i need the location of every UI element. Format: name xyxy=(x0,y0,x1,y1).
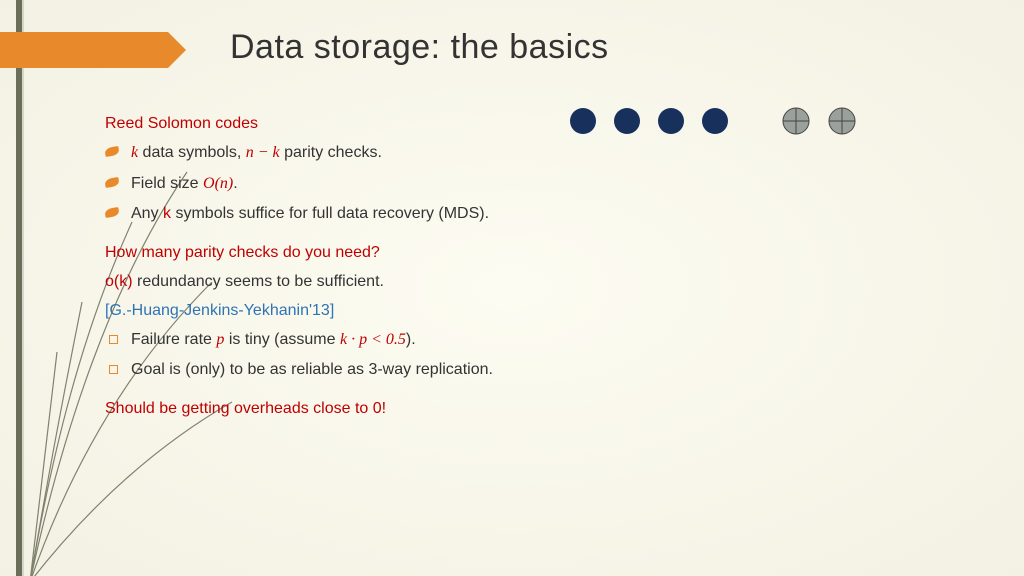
final-line: Should be getting overheads close to 0! xyxy=(105,397,665,422)
text: Any xyxy=(131,205,163,222)
section2-line: o(k) redundancy seems to be sufficient. xyxy=(105,270,665,295)
text: parity checks. xyxy=(280,144,382,161)
data-symbol-icon xyxy=(570,108,596,134)
symbol-dots-diagram xyxy=(570,107,856,135)
text: is tiny (assume xyxy=(224,331,340,348)
text: . xyxy=(233,175,237,192)
inline-ok: o(k) xyxy=(105,273,133,290)
page-title: Data storage: the basics xyxy=(230,28,609,67)
section1-list: k data symbols, n − k parity checks. Fie… xyxy=(105,141,665,227)
section2-list: Failure rate p is tiny (assume k · p < 0… xyxy=(105,328,665,384)
bullet-item: Goal is (only) to be as reliable as 3-wa… xyxy=(105,358,665,383)
math-nmk: n − k xyxy=(246,144,280,161)
bullet-item: Field size O(n). xyxy=(105,172,665,197)
data-symbol-icon xyxy=(614,108,640,134)
math-On: O(n) xyxy=(203,175,233,192)
slide-body: Reed Solomon codes k data symbols, n − k… xyxy=(105,112,665,422)
data-symbol-icon xyxy=(658,108,684,134)
bullet-item: Any k symbols suffice for full data reco… xyxy=(105,202,665,227)
text: symbols suffice for full data recovery (… xyxy=(171,205,489,222)
text: data symbols, xyxy=(138,144,246,161)
inline-k: k xyxy=(163,205,171,222)
side-accent-bar xyxy=(16,0,22,576)
text: Field size xyxy=(131,175,203,192)
citation: [G.-Huang-Jenkins-Yekhanin'13] xyxy=(105,299,665,324)
section2-heading: How many parity checks do you need? xyxy=(105,241,665,266)
data-symbol-icon xyxy=(702,108,728,134)
parity-symbol-icon xyxy=(782,107,810,135)
bullet-item: k data symbols, n − k parity checks. xyxy=(105,141,665,166)
parity-symbol-icon xyxy=(828,107,856,135)
text: redundancy seems to be sufficient. xyxy=(133,273,384,290)
title-tab-shape xyxy=(0,32,168,68)
bullet-item: Failure rate p is tiny (assume k · p < 0… xyxy=(105,328,665,353)
text: ). xyxy=(406,331,416,348)
text: Failure rate xyxy=(131,331,216,348)
math-expr: k · p < 0.5 xyxy=(340,331,406,348)
